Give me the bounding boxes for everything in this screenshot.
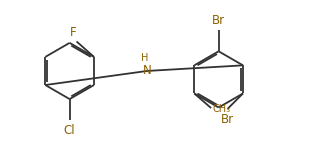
Text: CH₃: CH₃	[213, 105, 231, 115]
Text: H: H	[141, 53, 148, 63]
Text: Br: Br	[212, 14, 225, 27]
Text: F: F	[70, 27, 77, 39]
Text: Cl: Cl	[64, 124, 75, 136]
Text: Br: Br	[221, 113, 234, 126]
Text: N: N	[143, 64, 151, 78]
